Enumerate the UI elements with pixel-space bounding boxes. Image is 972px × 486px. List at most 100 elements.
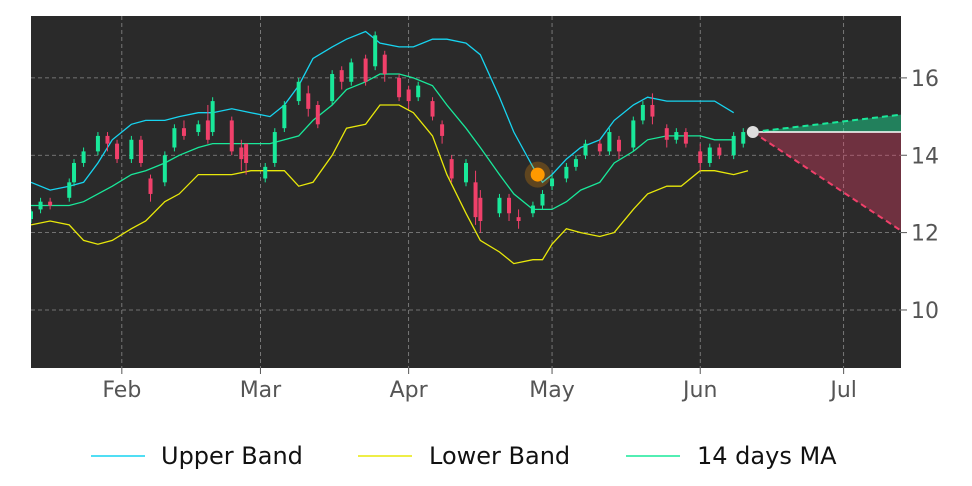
candle-body [95, 135, 100, 152]
candle-body [664, 128, 669, 140]
candle [507, 193, 512, 222]
candle-body [349, 62, 354, 82]
candle [573, 155, 578, 171]
x-axis: Feb Mar Apr May Jun Jul [102, 368, 857, 403]
candle [196, 120, 201, 136]
legend-label-ma: 14 days MA [697, 442, 837, 470]
candle [473, 170, 478, 225]
candle-body [239, 147, 244, 160]
candle [31, 209, 33, 223]
candle [138, 135, 143, 167]
candle-body [229, 120, 234, 152]
candle-body [473, 182, 478, 218]
candle [683, 128, 688, 148]
x-tick-label: Feb [102, 378, 141, 403]
candle [95, 132, 100, 156]
candle-body [244, 143, 249, 163]
candle [440, 120, 445, 144]
y-tick-label: 10 [911, 299, 939, 324]
candle-body [631, 120, 636, 148]
candle [210, 97, 215, 136]
candle-body [72, 162, 77, 183]
candle [272, 128, 277, 167]
candle-body [406, 89, 411, 102]
candle-body [717, 147, 722, 156]
series-line-ma [31, 73, 734, 211]
candle-body [306, 93, 311, 109]
candle [115, 139, 120, 163]
candle-body [148, 178, 153, 194]
candle [707, 143, 712, 167]
candle-body [430, 101, 435, 117]
series-line-upper [31, 30, 735, 191]
marker-group [524, 126, 759, 188]
grid [31, 16, 901, 368]
candle [172, 124, 177, 152]
series-lines [31, 30, 749, 265]
candle-body [573, 159, 578, 167]
projection-start-point [746, 126, 759, 139]
candle [664, 124, 669, 148]
y-tick-label: 16 [911, 67, 939, 92]
candle [607, 128, 612, 156]
candle [540, 190, 545, 210]
candle [48, 197, 53, 210]
candle-body [263, 166, 268, 179]
candle-body [115, 143, 120, 160]
candle [81, 147, 86, 167]
candle-body [698, 151, 703, 163]
candle-body [138, 139, 143, 163]
candle [650, 93, 655, 125]
candle [38, 197, 43, 214]
candle [282, 101, 287, 133]
candle [478, 190, 483, 233]
x-tick-label: Jun [681, 378, 717, 403]
candle-body [597, 143, 602, 152]
candle-body [440, 124, 445, 136]
candle-body [540, 193, 545, 206]
candle [67, 178, 72, 202]
candle [616, 135, 621, 160]
candle [717, 143, 722, 160]
candle-body [296, 81, 301, 102]
candle-body [38, 201, 43, 210]
candle [406, 85, 411, 109]
candle-body [162, 155, 167, 183]
candle-body [683, 132, 688, 144]
candle [72, 159, 77, 187]
candle [416, 81, 421, 102]
candle-body [181, 128, 186, 136]
candle [497, 193, 502, 218]
candle-body [81, 151, 86, 163]
candle-body [382, 54, 387, 75]
candles [31, 31, 746, 233]
candle-body [640, 104, 645, 121]
candle [148, 174, 153, 202]
candle [464, 159, 468, 187]
y-tick-label: 12 [911, 222, 939, 247]
candle-body [564, 166, 569, 179]
candle-body [530, 205, 535, 214]
candle [731, 132, 736, 160]
candle [315, 101, 320, 129]
candle-body [449, 159, 454, 179]
candle [205, 104, 210, 144]
plot-area [31, 16, 901, 368]
projection-up-line [752, 113, 901, 134]
candle [397, 74, 402, 102]
candle-body [196, 124, 201, 133]
candle-body [210, 101, 215, 133]
candle-body [607, 132, 612, 152]
candle-body [373, 35, 378, 67]
candle [382, 50, 387, 82]
legend-label-upper-band: Upper Band [161, 442, 303, 470]
candle-body [507, 197, 512, 214]
candle-body [31, 211, 33, 220]
x-tick-label: Jul [828, 378, 857, 403]
candle [296, 77, 301, 105]
candle [244, 143, 249, 175]
candle [674, 128, 679, 144]
candle-body [731, 135, 736, 156]
candle [229, 116, 234, 156]
